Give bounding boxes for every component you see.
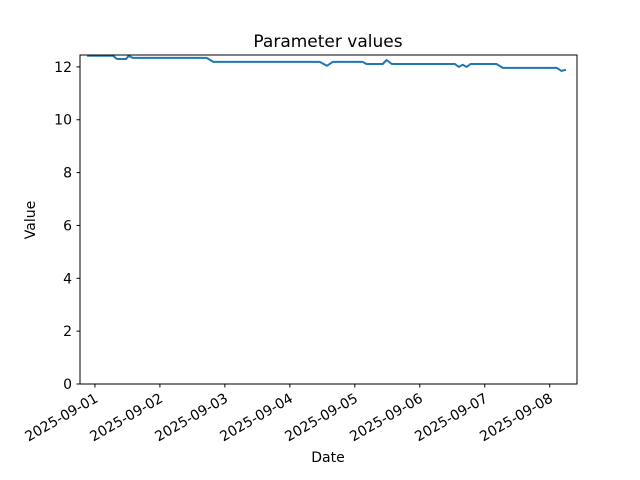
- x-axis-ticks: 2025-09-012025-09-022025-09-032025-09-04…: [22, 384, 556, 446]
- x-tick-label: 2025-09-07: [412, 391, 490, 446]
- x-tick-label: 2025-09-02: [87, 391, 165, 446]
- y-tick-label: 12: [54, 60, 72, 76]
- y-axis-label: Value: [23, 201, 39, 239]
- y-tick-label: 10: [54, 113, 72, 129]
- y-tick-label: 6: [63, 218, 72, 234]
- x-tick-label: 2025-09-03: [152, 391, 230, 446]
- data-line-series: [87, 55, 567, 72]
- y-tick-label: 8: [63, 166, 72, 182]
- chart-title: Parameter values: [253, 32, 402, 52]
- x-tick-label: 2025-09-06: [347, 391, 426, 446]
- x-tick-label: 2025-09-01: [22, 391, 100, 446]
- y-tick-label: 4: [63, 271, 72, 287]
- x-tick-label: 2025-09-08: [477, 391, 555, 446]
- plot-area: [80, 55, 577, 384]
- y-tick-label: 0: [63, 377, 72, 393]
- y-tick-label: 2: [63, 324, 72, 340]
- y-axis-ticks: 0 2 4 6 8 10 12: [54, 60, 80, 393]
- x-tick-label: 2025-09-05: [282, 391, 360, 446]
- x-tick-label: 2025-09-04: [217, 391, 296, 446]
- plot-border-spines: [79, 54, 578, 385]
- x-axis-label: Date: [311, 450, 344, 466]
